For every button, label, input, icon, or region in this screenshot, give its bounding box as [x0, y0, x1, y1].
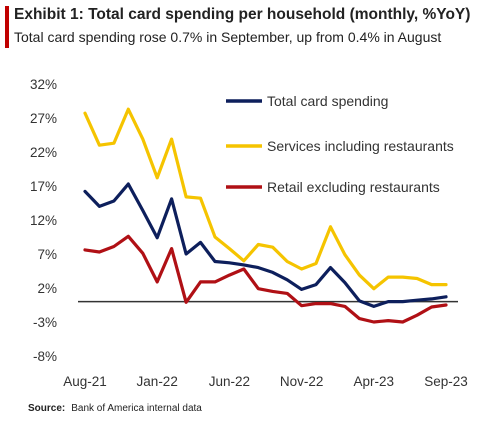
legend-label: Services including restaurants — [267, 138, 454, 154]
y-tick-label: 2% — [37, 281, 57, 296]
y-tick-label: 22% — [30, 145, 57, 160]
legend-label: Total card spending — [267, 93, 388, 109]
series-line-total-card-spending — [83, 182, 448, 308]
legend: Total card spending Services including re… — [226, 93, 454, 195]
y-tick-label: 7% — [37, 247, 57, 262]
x-tick-label: Aug-21 — [63, 374, 107, 389]
source-label: Source: — [28, 403, 66, 414]
series-line-services-including-restaurants — [83, 107, 448, 291]
y-tick-label: -3% — [33, 315, 57, 330]
x-tick-label: Sep-23 — [424, 374, 468, 389]
x-axis: Aug-21 Jan-22 Jun-22 Nov-22 Apr-23 Sep-23 — [63, 374, 468, 389]
source-note: Source: Bank of America internal data — [28, 403, 202, 414]
series-group — [83, 107, 448, 324]
source-text: Bank of America internal data — [71, 403, 202, 414]
y-tick-label: -8% — [33, 349, 57, 364]
y-tick-label: 17% — [30, 179, 57, 194]
chart-subtitle: Total card spending rose 0.7% in Septemb… — [14, 29, 442, 45]
chart-title: Exhibit 1: Total card spending per house… — [14, 6, 471, 23]
x-tick-label: Nov-22 — [280, 374, 324, 389]
x-tick-label: Apr-23 — [354, 374, 395, 389]
y-tick-label: 32% — [30, 77, 57, 92]
x-tick-label: Jun-22 — [209, 374, 250, 389]
x-tick-label: Jan-22 — [137, 374, 178, 389]
y-tick-label: 12% — [30, 213, 57, 228]
y-tick-label: 27% — [30, 111, 57, 126]
title-accent-bar — [5, 6, 9, 48]
y-axis: -8% -3% 2% 7% 12% 17% 22% 27% 32% — [30, 77, 57, 364]
series-line-retail-excluding-restaurants — [83, 234, 448, 324]
legend-label: Retail excluding restaurants — [267, 179, 440, 195]
